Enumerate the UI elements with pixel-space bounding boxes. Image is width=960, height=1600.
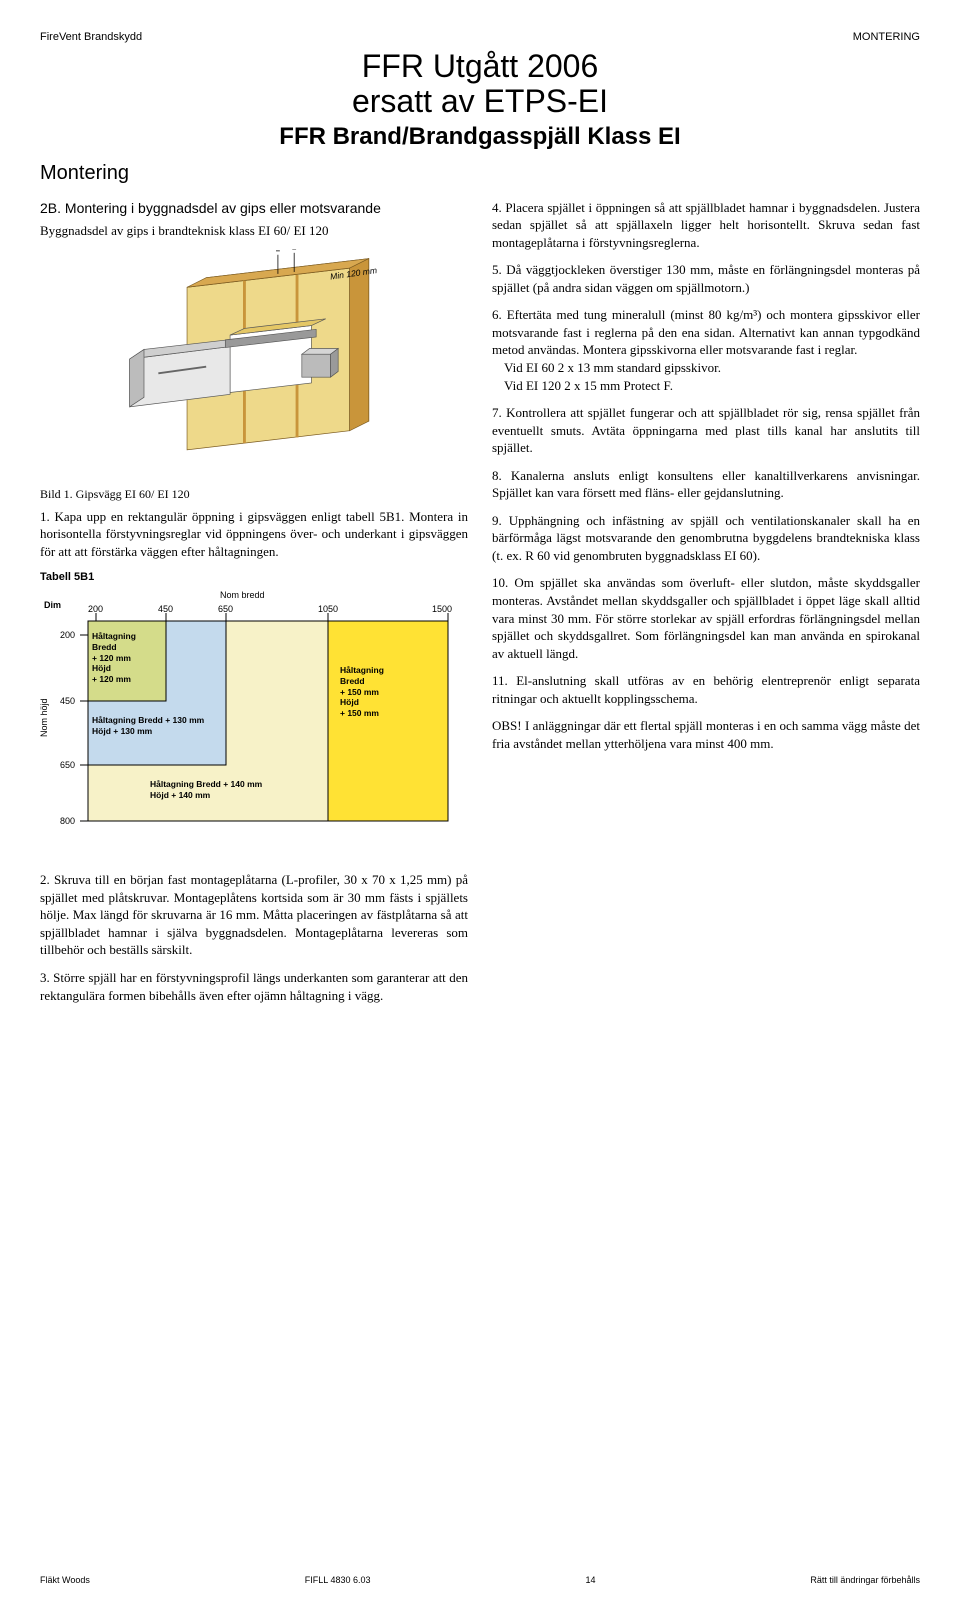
footer-page: 14 [585, 1574, 595, 1586]
para-9: 9. Upphängning och infästning av spjäll … [492, 512, 920, 565]
footer-right: Rätt till ändringar förbehålls [810, 1574, 920, 1586]
header-right: MONTERING [853, 30, 920, 45]
table-title: Tabell 5B1 [40, 570, 468, 585]
region-a-text: Håltagning Bredd + 120 mm Höjd + 120 mm [92, 631, 162, 684]
page-footer: Fläkt Woods FIFLL 4830 6.03 14 Rätt till… [40, 1574, 920, 1586]
p6a: Vid EI 60 2 x 13 mm standard gipsskivor. [492, 359, 721, 377]
region-b-text: Håltagning Bredd + 130 mm Höjd + 130 mm [92, 715, 222, 736]
title-line3: FFR Brand/Brandgasspjäll Klass EI [40, 121, 920, 153]
para-2: 2. Skruva till en början fast montageplå… [40, 871, 468, 959]
title-line1: FFR Utgått 2006 [40, 49, 920, 84]
para-6: 6. Eftertäta med tung mineralull (minst … [492, 306, 920, 394]
left-column: 2B. Montering i byggnadsdel av gips elle… [40, 199, 468, 1014]
para-10: 10. Om spjället ska användas som överluf… [492, 574, 920, 662]
para-8: 8. Kanalerna ansluts enligt konsultens e… [492, 467, 920, 502]
intro-text: Byggnadsdel av gips i brandteknisk klass… [40, 222, 468, 240]
page-header: FireVent Brandskydd MONTERING [40, 30, 920, 45]
para-11: 11. El-anslutning skall utföras av en be… [492, 672, 920, 707]
para-12: OBS! I anläggningar där ett flertal spjä… [492, 717, 920, 752]
p6b: Vid EI 120 2 x 15 mm Protect F. [492, 377, 673, 395]
right-column: 4. Placera spjället i öppningen så att s… [492, 199, 920, 1014]
section-title: Montering [40, 160, 920, 187]
table-5b1: Tabell 5B1 Dim Nom bredd Nom höjd 200 45… [40, 570, 468, 857]
region-c-text: Håltagning Bredd + 140 mm Höjd + 140 mm [150, 779, 310, 800]
para-7: 7. Kontrollera att spjället fungerar och… [492, 404, 920, 457]
para-4: 4. Placera spjället i öppningen så att s… [492, 199, 920, 252]
footer-left: Fläkt Woods [40, 1574, 90, 1586]
para-3: 3. Större spjäll har en förstyvningsprof… [40, 969, 468, 1004]
para-1: 1. Kapa upp en rektangulär öppning i gip… [40, 508, 468, 561]
two-column-layout: 2B. Montering i byggnadsdel av gips elle… [40, 199, 920, 1014]
title-line2: ersatt av ETPS-EI [40, 84, 920, 119]
iso-drawing: Min 120 mm [40, 249, 468, 469]
footer-mid: FIFLL 4830 6.03 [305, 1574, 371, 1586]
table-chart: Dim Nom bredd Nom höjd 200 450 650 1050 … [40, 587, 460, 857]
subhead-2b: 2B. Montering i byggnadsdel av gips elle… [40, 199, 468, 218]
para-5: 5. Då väggtjockleken överstiger 130 mm, … [492, 261, 920, 296]
title-block: FFR Utgått 2006 ersatt av ETPS-EI FFR Br… [40, 49, 920, 154]
region-d-text: Håltagning Bredd + 150 mm Höjd + 150 mm [340, 665, 430, 718]
figure-caption: Bild 1. Gipsvägg EI 60/ EI 120 [40, 486, 468, 502]
header-left: FireVent Brandskydd [40, 30, 142, 45]
figure-iso: Min 120 mm [40, 249, 468, 474]
